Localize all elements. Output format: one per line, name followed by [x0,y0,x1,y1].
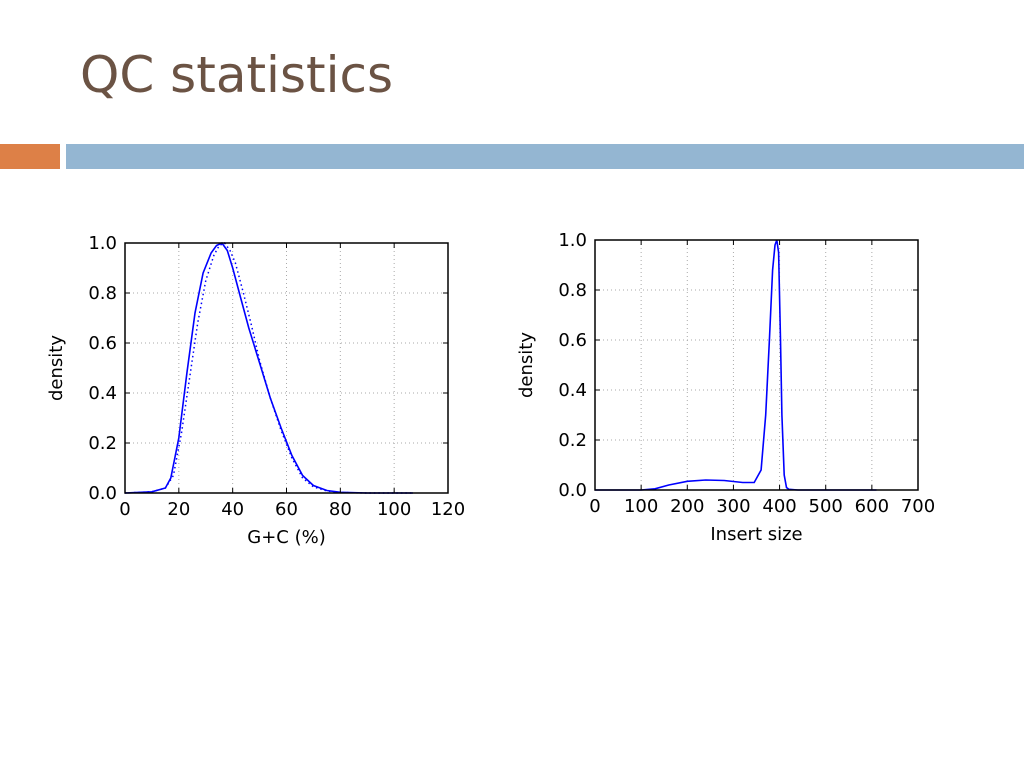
y-axis-label: density [46,335,67,401]
x-tick-label: 300 [716,496,750,517]
x-tick-label: 60 [275,499,298,520]
y-tick-label: 0.4 [558,380,587,401]
y-tick-label: 0.6 [88,333,117,354]
slide-title: QC statistics [80,46,394,104]
x-tick-label: 40 [221,499,244,520]
x-tick-label: 600 [855,496,889,517]
y-tick-label: 0.6 [558,330,587,351]
insert-size-chart: 0 100 200 300 400 500 600 700 0.0 0.2 0.4 0.6 0.8 1.0… [516,230,935,545]
accent-bar-orange [0,144,60,169]
y-tick-label: 0.4 [88,383,117,404]
x-axis-label: G+C (%) [247,527,325,548]
y-tick-label: 0.2 [558,430,587,451]
x-tick-label: 80 [329,499,352,520]
series-line-1 [124,242,413,494]
y-tick-label: 0.8 [88,283,117,304]
x-tick-label: 0 [119,499,130,520]
accent-bar-blue [66,144,1024,169]
gc-content-chart: 0 20 40 60 80 100 120 0.0 0.2 0.4 0.6 0.8 1.0 G+C (%)… [46,233,465,548]
x-axis-label: Insert size [710,524,802,545]
series-line-0 [124,241,413,494]
x-tick-label: 100 [624,496,658,517]
plot-frame [594,239,919,491]
y-tick-label: 1.0 [558,230,587,251]
y-tick-label: 0.8 [558,280,587,301]
y-tick-label: 1.0 [88,233,117,254]
x-tick-label: 400 [762,496,796,517]
x-tick-label: 20 [167,499,190,520]
y-tick-label: 0.0 [88,483,117,504]
x-tick-label: 700 [901,496,935,517]
x-tick-label: 120 [431,499,465,520]
x-tick-label: 500 [809,496,843,517]
plot-area [595,240,918,490]
x-tick-label: 200 [670,496,704,517]
x-tick-label: 100 [377,499,411,520]
y-axis-label: density [516,332,537,398]
x-tick-label: 0 [589,496,600,517]
y-tick-label: 0.0 [558,480,587,501]
y-tick-label: 0.2 [88,433,117,454]
